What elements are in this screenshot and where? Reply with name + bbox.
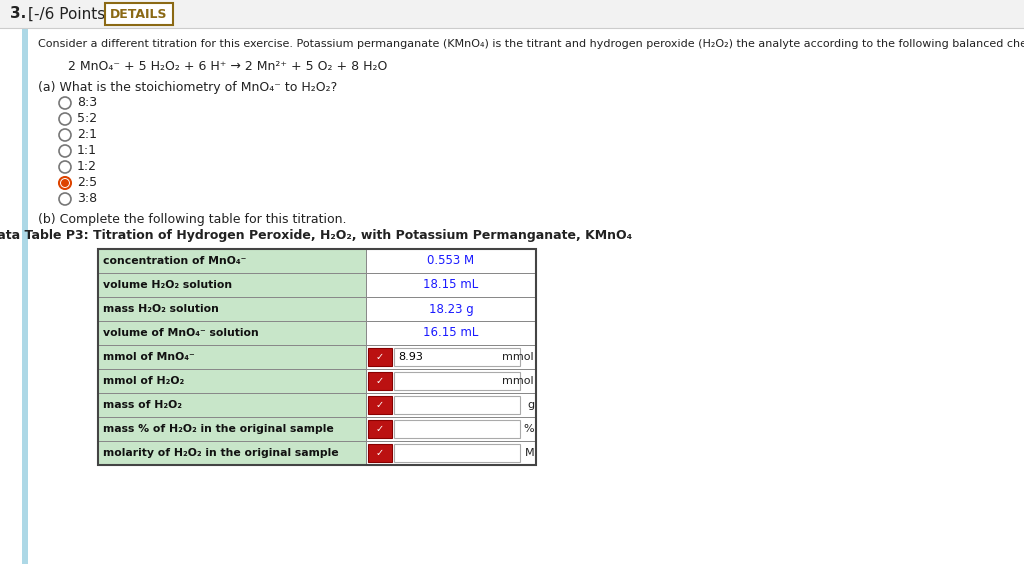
Bar bbox=[98, 441, 366, 465]
Text: mass % of H₂O₂ in the original sample: mass % of H₂O₂ in the original sample bbox=[103, 424, 334, 434]
Bar bbox=[0, 0, 1024, 28]
Text: DETAILS: DETAILS bbox=[111, 7, 168, 20]
Text: molarity of H₂O₂ in the original sample: molarity of H₂O₂ in the original sample bbox=[103, 448, 339, 458]
Bar bbox=[98, 369, 366, 393]
Text: Consider a different titration for this exercise. Potassium permanganate (KMnO₄): Consider a different titration for this … bbox=[38, 39, 1024, 49]
Text: volume H₂O₂ solution: volume H₂O₂ solution bbox=[103, 280, 232, 290]
Text: 2 MnO₄⁻ + 5 H₂O₂ + 6 H⁺ → 2 Mn²⁺ + 5 O₂ + 8 H₂O: 2 MnO₄⁻ + 5 H₂O₂ + 6 H⁺ → 2 Mn²⁺ + 5 O₂ … bbox=[68, 60, 387, 73]
Text: 18.15 mL: 18.15 mL bbox=[423, 279, 478, 292]
Text: 18.23 g: 18.23 g bbox=[429, 302, 473, 315]
Text: 8.93: 8.93 bbox=[398, 352, 423, 362]
Bar bbox=[394, 348, 520, 366]
Text: ✓: ✓ bbox=[376, 376, 384, 386]
Bar bbox=[368, 420, 392, 438]
Bar bbox=[98, 393, 366, 417]
Bar bbox=[366, 393, 536, 417]
Bar bbox=[394, 396, 520, 414]
FancyBboxPatch shape bbox=[105, 3, 173, 25]
Bar bbox=[366, 249, 536, 273]
Text: M: M bbox=[524, 448, 534, 458]
Text: 8:3: 8:3 bbox=[77, 96, 97, 109]
Bar bbox=[366, 273, 536, 297]
Text: 0.553 M: 0.553 M bbox=[427, 254, 474, 267]
Bar bbox=[366, 417, 536, 441]
Bar bbox=[366, 369, 536, 393]
Bar bbox=[98, 273, 366, 297]
Bar bbox=[368, 444, 392, 462]
Text: mmol of MnO₄⁻: mmol of MnO₄⁻ bbox=[103, 352, 195, 362]
Text: Data Table P3: Titration of Hydrogen Peroxide, H₂O₂, with Potassium Permanganate: Data Table P3: Titration of Hydrogen Per… bbox=[0, 230, 633, 243]
Bar bbox=[366, 345, 536, 369]
Text: 16.15 mL: 16.15 mL bbox=[423, 327, 478, 340]
Text: volume of MnO₄⁻ solution: volume of MnO₄⁻ solution bbox=[103, 328, 259, 338]
Bar bbox=[366, 441, 536, 465]
Text: ✓: ✓ bbox=[376, 352, 384, 362]
Text: 2:1: 2:1 bbox=[77, 129, 97, 142]
Bar bbox=[98, 321, 366, 345]
Text: 5:2: 5:2 bbox=[77, 112, 97, 126]
Text: (b) Complete the following table for this titration.: (b) Complete the following table for thi… bbox=[38, 214, 346, 227]
Text: ✓: ✓ bbox=[376, 400, 384, 410]
Text: mmol: mmol bbox=[503, 352, 534, 362]
Text: 3.: 3. bbox=[10, 7, 27, 21]
Bar bbox=[394, 372, 520, 390]
Bar bbox=[368, 348, 392, 366]
Text: (a) What is the stoichiometry of MnO₄⁻ to H₂O₂?: (a) What is the stoichiometry of MnO₄⁻ t… bbox=[38, 81, 337, 94]
Bar bbox=[98, 297, 366, 321]
Text: 2:5: 2:5 bbox=[77, 177, 97, 190]
Text: mass H₂O₂ solution: mass H₂O₂ solution bbox=[103, 304, 219, 314]
Bar bbox=[98, 249, 366, 273]
Circle shape bbox=[61, 179, 69, 187]
Bar bbox=[394, 444, 520, 462]
Bar bbox=[98, 249, 536, 465]
Text: mass of H₂O₂: mass of H₂O₂ bbox=[103, 400, 182, 410]
Bar bbox=[366, 321, 536, 345]
Text: g: g bbox=[527, 400, 534, 410]
Text: [-/6 Points]: [-/6 Points] bbox=[28, 7, 112, 21]
Text: mmol of H₂O₂: mmol of H₂O₂ bbox=[103, 376, 184, 386]
Bar bbox=[22, 28, 28, 564]
Text: concentration of MnO₄⁻: concentration of MnO₄⁻ bbox=[103, 256, 247, 266]
Bar bbox=[368, 396, 392, 414]
Text: mmol: mmol bbox=[503, 376, 534, 386]
Bar bbox=[394, 420, 520, 438]
Text: 3:8: 3:8 bbox=[77, 192, 97, 205]
Text: ✓: ✓ bbox=[376, 424, 384, 434]
Text: 1:2: 1:2 bbox=[77, 161, 97, 174]
Bar bbox=[368, 372, 392, 390]
Bar bbox=[366, 297, 536, 321]
Bar bbox=[98, 345, 366, 369]
Text: ✓: ✓ bbox=[376, 448, 384, 458]
Text: 1:1: 1:1 bbox=[77, 144, 97, 157]
Text: %: % bbox=[523, 424, 534, 434]
Bar bbox=[98, 417, 366, 441]
